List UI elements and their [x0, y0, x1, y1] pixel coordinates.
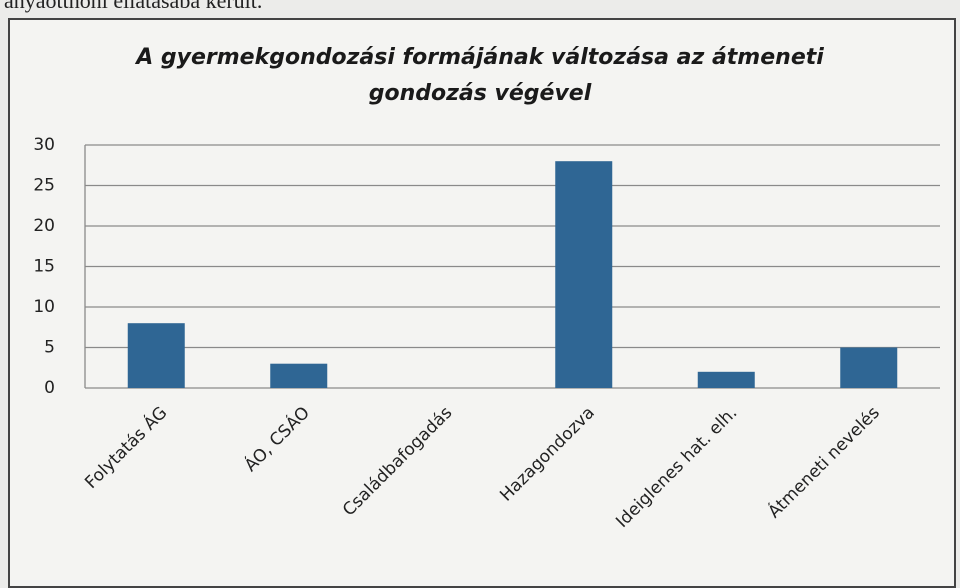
bar — [840, 347, 898, 388]
y-tick-label: 20 — [33, 216, 55, 236]
bar — [270, 363, 328, 388]
y-tick-label: 10 — [33, 297, 55, 317]
bar — [697, 371, 755, 388]
bar — [555, 161, 613, 388]
y-tick-label: 30 — [33, 135, 55, 155]
text-above: anyaotthoni ellátásába került. — [4, 0, 263, 13]
x-tick-label: ÁO, CSÁO — [239, 402, 313, 476]
x-tick-label: Családbafogadás — [339, 403, 456, 520]
y-tick-label: 5 — [44, 338, 55, 358]
x-tick-label: Hazagondozva — [496, 403, 599, 506]
x-tick-label: Folytatás ÁG — [80, 402, 171, 493]
bar — [127, 323, 185, 388]
y-tick-label: 15 — [33, 257, 55, 277]
chart-title: A gyermekgondozási formájának változása … — [136, 45, 824, 106]
y-tick-label: 25 — [33, 176, 55, 196]
x-tick-label: Ideiglenes hat. elh. — [612, 403, 741, 532]
y-tick-label: 0 — [44, 378, 55, 398]
chart-frame — [8, 18, 956, 588]
x-tick-label: Átmeneti nevelés — [763, 401, 884, 522]
